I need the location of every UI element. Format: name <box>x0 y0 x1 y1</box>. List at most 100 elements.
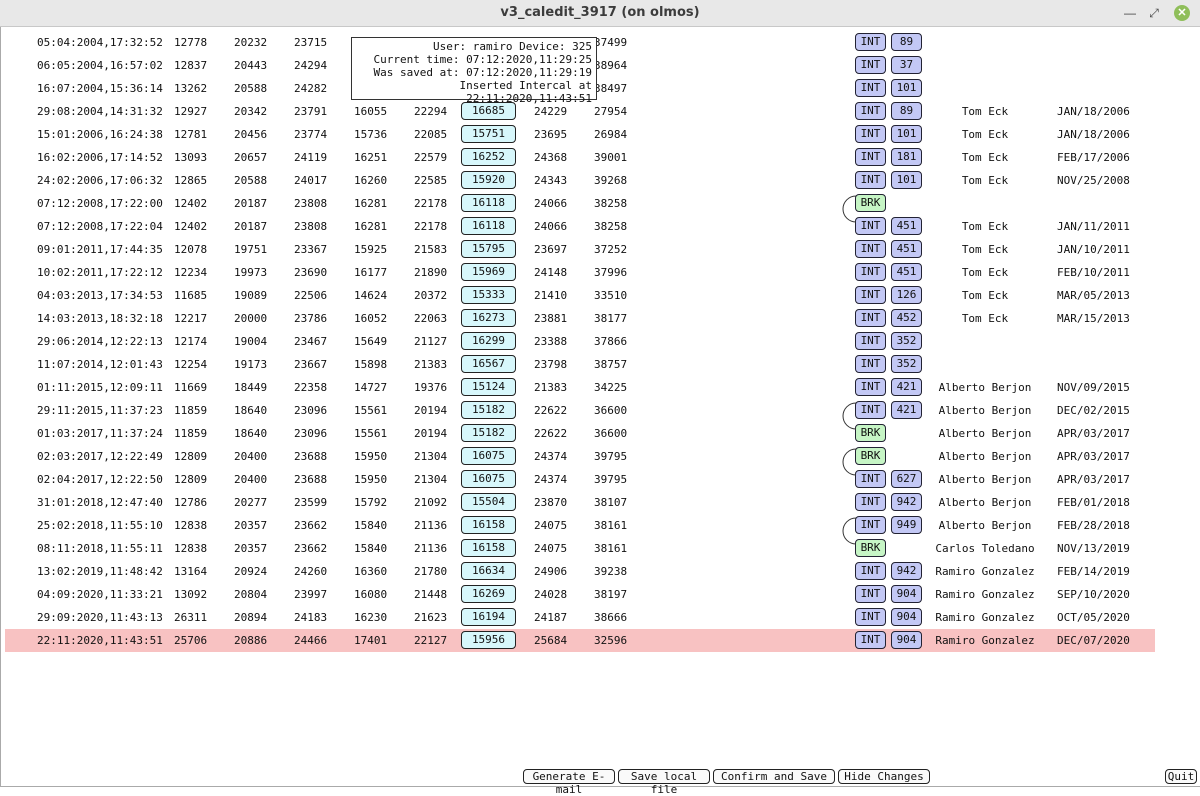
intercal-type-button[interactable]: INT <box>855 562 886 580</box>
table-row[interactable]: 29:08:2004,14:31:32 12927 20342 23791 16055 2… <box>5 100 1155 123</box>
reference-number-button[interactable]: 126 <box>891 286 922 304</box>
table-row[interactable]: 04:09:2020,11:33:21 13092 20804 23997 16080 2… <box>5 583 1155 606</box>
table-row[interactable]: 16:07:2004,15:36:14 13262 20588 24282 38497 I… <box>5 77 1155 100</box>
row-editable-value[interactable]: 16685 <box>461 102 516 120</box>
intercal-type-button[interactable]: INT <box>855 401 886 419</box>
reference-number-button[interactable]: 452 <box>891 309 922 327</box>
intercal-type-button[interactable]: INT <box>855 332 886 350</box>
reference-number-button[interactable]: 181 <box>891 148 922 166</box>
intercal-type-button[interactable]: INT <box>855 493 886 511</box>
reference-number-button[interactable]: 37 <box>891 56 922 74</box>
save-local-file-button[interactable]: Save local file <box>618 769 710 796</box>
reference-number-button[interactable]: 942 <box>891 493 922 511</box>
break-type-button[interactable]: BRK <box>855 539 886 557</box>
row-editable-value[interactable]: 15956 <box>461 631 516 649</box>
row-editable-value[interactable]: 15124 <box>461 378 516 396</box>
reference-number-button[interactable]: 949 <box>891 516 922 534</box>
reference-number-button[interactable]: 451 <box>891 263 922 281</box>
table-row[interactable]: 07:12:2008,17:22:00 12402 20187 23808 16281 2… <box>5 192 1155 215</box>
table-row[interactable]: 31:01:2018,12:47:40 12786 20277 23599 15792 2… <box>5 491 1155 514</box>
row-editable-value[interactable]: 16252 <box>461 148 516 166</box>
table-row[interactable]: 02:04:2017,12:22:50 12809 20400 23688 15950 2… <box>5 468 1155 491</box>
reference-number-button[interactable]: 942 <box>891 562 922 580</box>
generate-email-button[interactable]: Generate E-mail <box>523 769 615 796</box>
reference-number-button[interactable]: 904 <box>891 631 922 649</box>
row-editable-value[interactable]: 15182 <box>461 424 516 442</box>
intercal-type-button[interactable]: INT <box>855 148 886 166</box>
intercal-type-button[interactable]: INT <box>855 240 886 258</box>
table-row-selected[interactable]: 22:11:2020,11:43:51 25706 20886 24466 17401 2… <box>5 629 1155 652</box>
reference-number-button[interactable]: 101 <box>891 79 922 97</box>
reference-number-button[interactable]: 89 <box>891 33 922 51</box>
intercal-type-button[interactable]: INT <box>855 102 886 120</box>
table-row[interactable]: 10:02:2011,17:22:12 12234 19973 23690 16177 2… <box>5 261 1155 284</box>
intercal-type-button[interactable]: INT <box>855 171 886 189</box>
quit-button[interactable]: Quit <box>1165 769 1197 784</box>
row-editable-value[interactable]: 16118 <box>461 194 516 212</box>
table-row[interactable]: 01:11:2015,12:09:11 11669 18449 22358 14727 1… <box>5 376 1155 399</box>
reference-number-button[interactable]: 101 <box>891 171 922 189</box>
row-editable-value[interactable]: 15920 <box>461 171 516 189</box>
intercal-type-button[interactable]: INT <box>855 125 886 143</box>
row-editable-value[interactable]: 16075 <box>461 447 516 465</box>
restore-icon[interactable]: ⤢ <box>1149 6 1159 20</box>
row-editable-value[interactable]: 16269 <box>461 585 516 603</box>
row-editable-value[interactable]: 15504 <box>461 493 516 511</box>
row-editable-value[interactable]: 16634 <box>461 562 516 580</box>
intercal-type-button[interactable]: INT <box>855 631 886 649</box>
table-row[interactable]: 11:07:2014,12:01:43 12254 19173 23667 15898 2… <box>5 353 1155 376</box>
table-row[interactable]: 14:03:2013,18:32:18 12217 20000 23786 16052 2… <box>5 307 1155 330</box>
row-editable-value[interactable]: 16158 <box>461 516 516 534</box>
row-editable-value[interactable]: 15969 <box>461 263 516 281</box>
reference-number-button[interactable]: 904 <box>891 585 922 603</box>
table-row[interactable]: 04:03:2013,17:34:53 11685 19089 22506 14624 2… <box>5 284 1155 307</box>
intercal-type-button[interactable]: INT <box>855 263 886 281</box>
row-editable-value[interactable]: 16158 <box>461 539 516 557</box>
table-row[interactable]: 07:12:2008,17:22:04 12402 20187 23808 16281 2… <box>5 215 1155 238</box>
table-row[interactable]: 29:09:2020,11:43:13 26311 20894 24183 16230 2… <box>5 606 1155 629</box>
row-editable-value[interactable]: 15795 <box>461 240 516 258</box>
intercal-type-button[interactable]: INT <box>855 309 886 327</box>
intercal-type-button[interactable]: INT <box>855 516 886 534</box>
confirm-and-save-button[interactable]: Confirm and Save <box>713 769 835 784</box>
table-row[interactable]: 24:02:2006,17:06:32 12865 20588 24017 16260 2… <box>5 169 1155 192</box>
table-row[interactable]: 08:11:2018,11:55:11 12838 20357 23662 15840 2… <box>5 537 1155 560</box>
table-row[interactable]: 09:01:2011,17:44:35 12078 19751 23367 15925 2… <box>5 238 1155 261</box>
reference-number-button[interactable]: 451 <box>891 217 922 235</box>
reference-number-button[interactable]: 352 <box>891 355 922 373</box>
intercal-type-button[interactable]: INT <box>855 608 886 626</box>
table-row[interactable]: 15:01:2006,16:24:38 12781 20456 23774 15736 2… <box>5 123 1155 146</box>
break-type-button[interactable]: BRK <box>855 194 886 212</box>
row-editable-value[interactable]: 15182 <box>461 401 516 419</box>
hide-changes-button[interactable]: Hide Changes <box>838 769 930 784</box>
intercal-type-button[interactable]: INT <box>855 585 886 603</box>
reference-number-button[interactable]: 352 <box>891 332 922 350</box>
row-editable-value[interactable]: 16194 <box>461 608 516 626</box>
intercal-type-button[interactable]: INT <box>855 355 886 373</box>
table-row[interactable]: 06:05:2004,16:57:02 12837 20443 24294 38964 I… <box>5 54 1155 77</box>
intercal-type-button[interactable]: INT <box>855 33 886 51</box>
intercal-type-button[interactable]: INT <box>855 470 886 488</box>
table-row[interactable]: 25:02:2018,11:55:10 12838 20357 23662 15840 2… <box>5 514 1155 537</box>
intercal-type-button[interactable]: INT <box>855 56 886 74</box>
reference-number-button[interactable]: 627 <box>891 470 922 488</box>
row-editable-value[interactable]: 15751 <box>461 125 516 143</box>
row-editable-value[interactable]: 16567 <box>461 355 516 373</box>
table-row[interactable]: 02:03:2017,12:22:49 12809 20400 23688 15950 2… <box>5 445 1155 468</box>
row-editable-value[interactable]: 16118 <box>461 217 516 235</box>
intercal-type-button[interactable]: INT <box>855 217 886 235</box>
intercal-type-button[interactable]: INT <box>855 378 886 396</box>
reference-number-button[interactable]: 101 <box>891 125 922 143</box>
reference-number-button[interactable]: 421 <box>891 378 922 396</box>
table-row[interactable]: 29:11:2015,11:37:23 11859 18640 23096 15561 2… <box>5 399 1155 422</box>
table-row[interactable]: 05:04:2004,17:32:52 12778 20232 23715 37499 I… <box>5 31 1155 54</box>
break-type-button[interactable]: BRK <box>855 447 886 465</box>
reference-number-button[interactable]: 421 <box>891 401 922 419</box>
row-editable-value[interactable]: 16299 <box>461 332 516 350</box>
table-row[interactable]: 16:02:2006,17:14:52 13093 20657 24119 16251 2… <box>5 146 1155 169</box>
reference-number-button[interactable]: 451 <box>891 240 922 258</box>
intercal-type-button[interactable]: INT <box>855 286 886 304</box>
reference-number-button[interactable]: 904 <box>891 608 922 626</box>
minimize-icon[interactable]: — <box>1124 6 1136 20</box>
row-editable-value[interactable]: 16075 <box>461 470 516 488</box>
